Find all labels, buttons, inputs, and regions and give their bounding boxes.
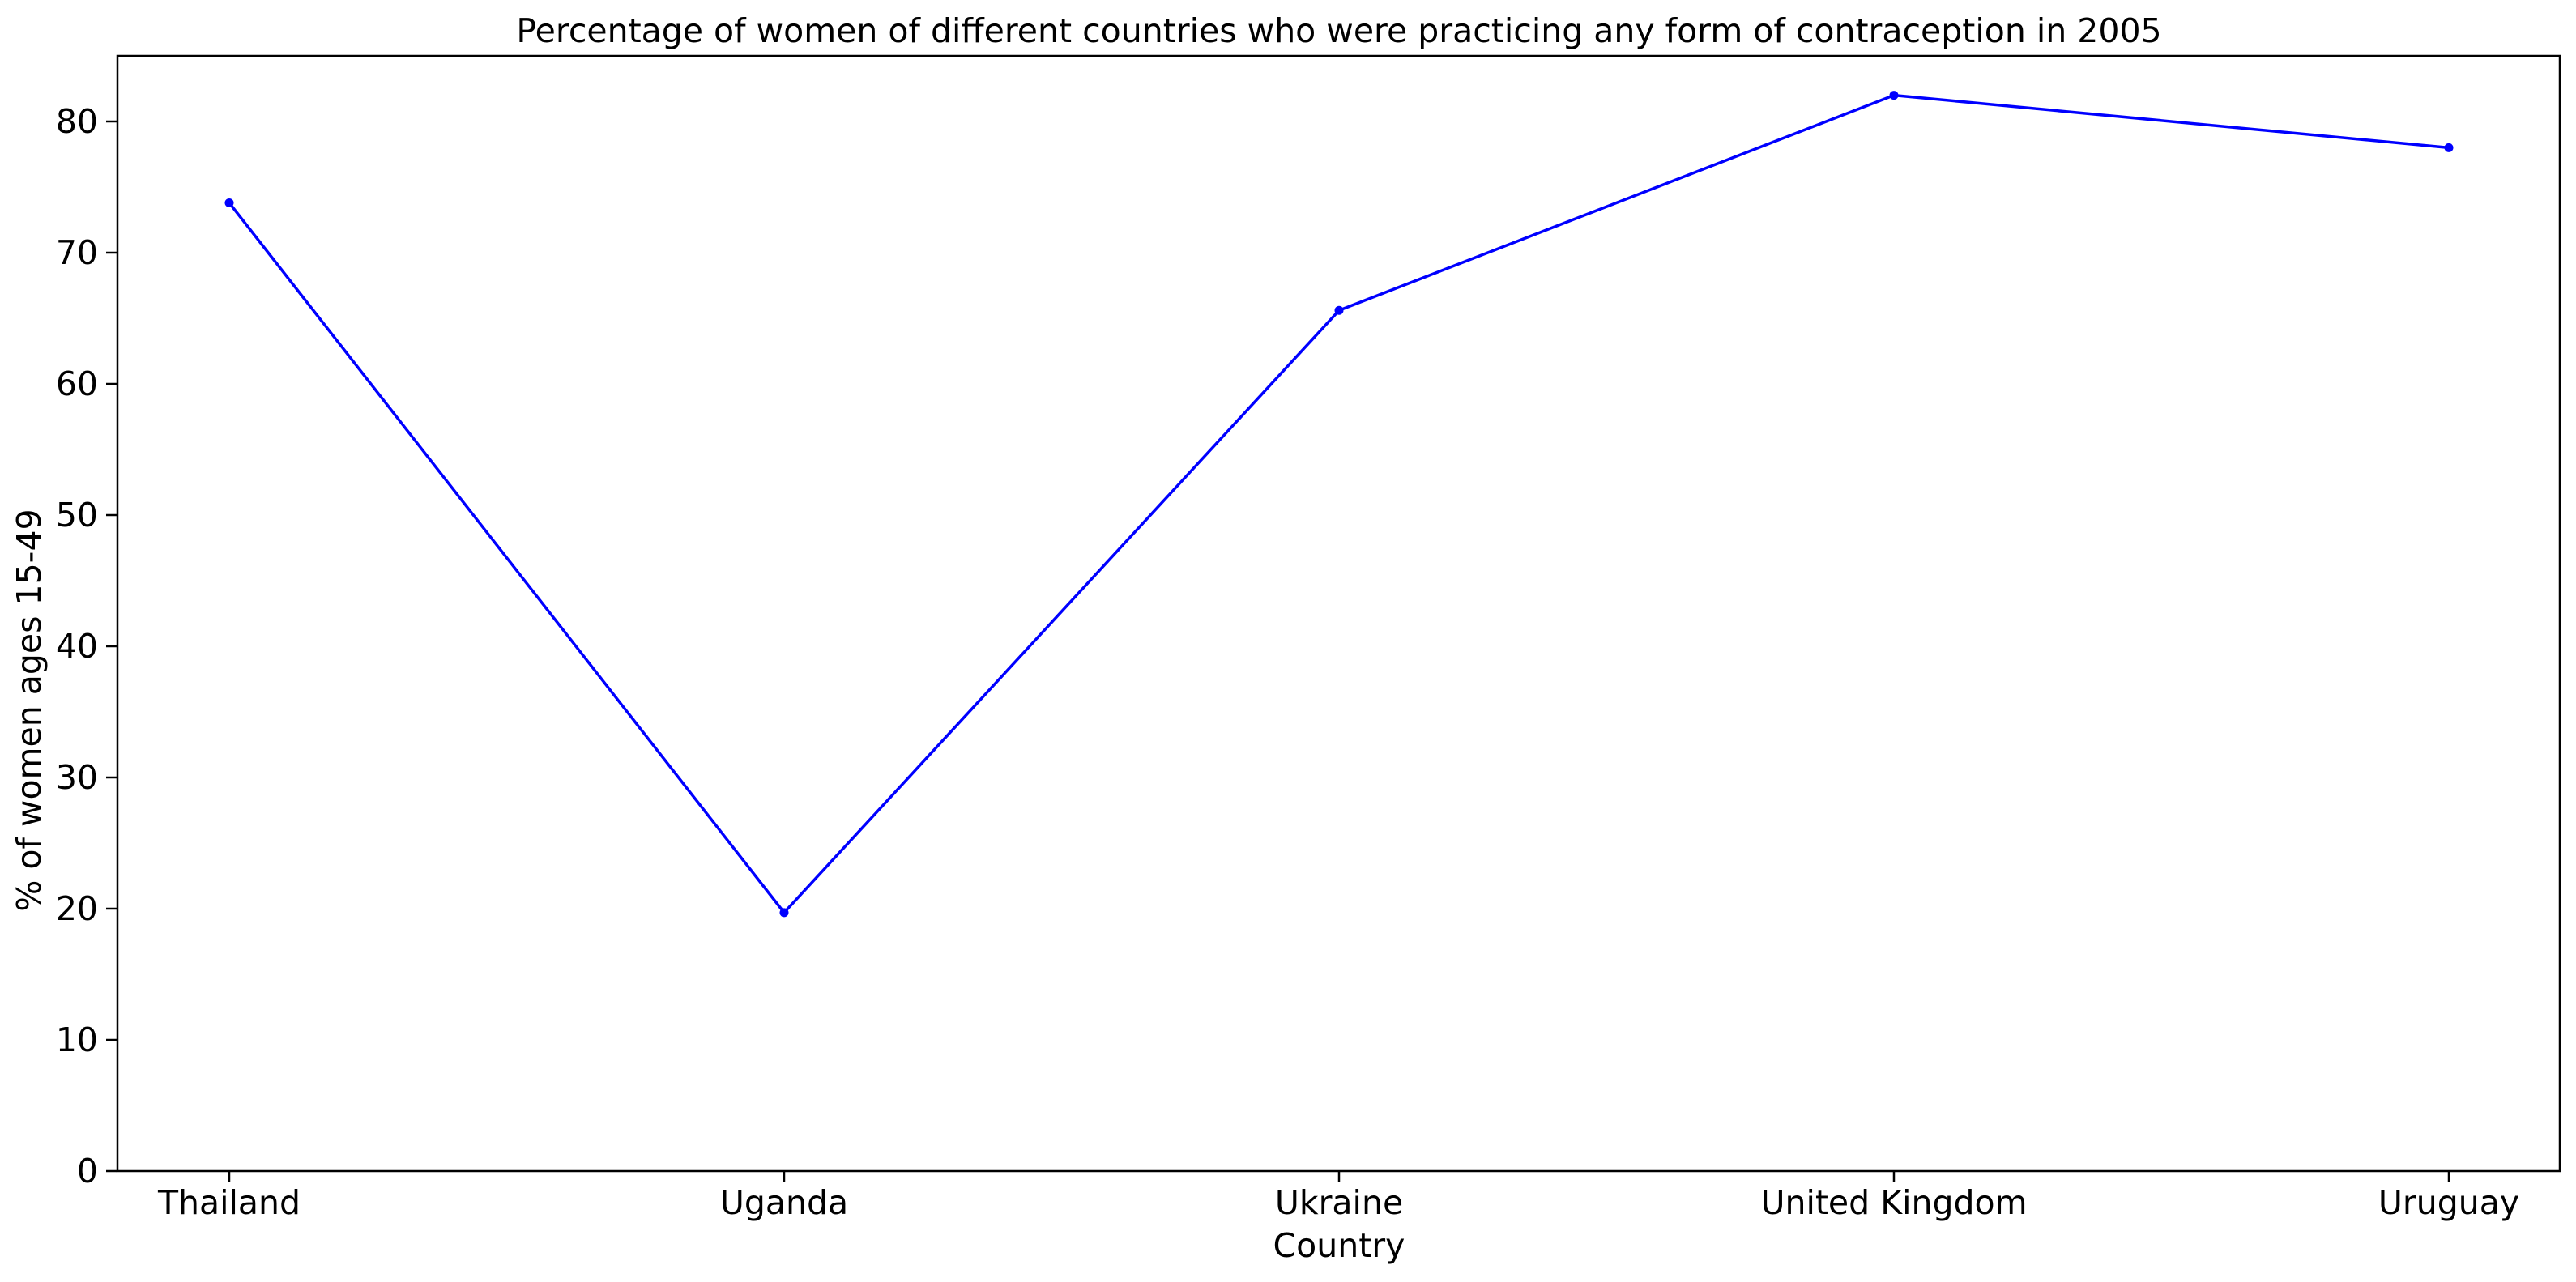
x-tick-label: Thailand — [157, 1183, 301, 1222]
y-tick-label: 10 — [56, 1020, 98, 1059]
x-axis-label: Country — [1273, 1226, 1405, 1265]
y-tick-label: 20 — [56, 889, 98, 928]
y-tick-label: 60 — [56, 364, 98, 403]
y-tick-label: 50 — [56, 496, 98, 535]
y-tick-label: 40 — [56, 627, 98, 666]
plot-area: 0 10 20 30 40 50 60 70 80 Thailand Uganda Ukraine Un… — [56, 54, 2561, 1222]
y-tick-label: 70 — [56, 233, 98, 272]
series-line — [228, 93, 2450, 914]
y-axis-label: % of women ages 15-49 — [10, 509, 49, 911]
x-tick-label: Uganda — [720, 1183, 848, 1222]
data-point — [224, 198, 234, 207]
plot-frame — [116, 54, 2561, 1173]
x-tick-label: United Kingdom — [1760, 1183, 2027, 1222]
chart-title: Percentage of women of different countri… — [516, 11, 2161, 50]
y-tick-label: 0 — [77, 1152, 98, 1190]
data-point — [1889, 91, 1899, 100]
data-point — [779, 908, 789, 918]
y-tick-label: 80 — [56, 102, 98, 141]
x-tick-label: Ukraine — [1275, 1183, 1403, 1222]
y-tick-label: 30 — [56, 758, 98, 797]
data-point — [2444, 143, 2454, 152]
data-point — [1334, 305, 1344, 315]
x-tick-label: Uruguay — [2378, 1183, 2519, 1222]
